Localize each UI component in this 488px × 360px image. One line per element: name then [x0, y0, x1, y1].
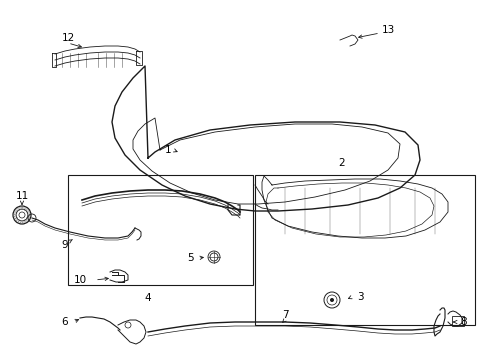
Text: 4: 4 — [144, 293, 151, 303]
Text: 8: 8 — [460, 317, 467, 327]
Text: 11: 11 — [15, 191, 29, 201]
Text: 10: 10 — [73, 275, 86, 285]
Text: 7: 7 — [281, 310, 288, 320]
Text: 13: 13 — [381, 25, 394, 35]
Bar — [451, 316, 463, 326]
Text: 1: 1 — [164, 145, 171, 155]
Bar — [254, 175, 474, 325]
Text: 12: 12 — [61, 33, 75, 43]
Text: 2: 2 — [338, 158, 345, 168]
Text: 5: 5 — [186, 253, 193, 263]
Text: 6: 6 — [61, 317, 68, 327]
Text: 9: 9 — [61, 240, 68, 250]
Bar — [68, 175, 252, 285]
Circle shape — [329, 298, 333, 302]
Text: 3: 3 — [356, 292, 363, 302]
